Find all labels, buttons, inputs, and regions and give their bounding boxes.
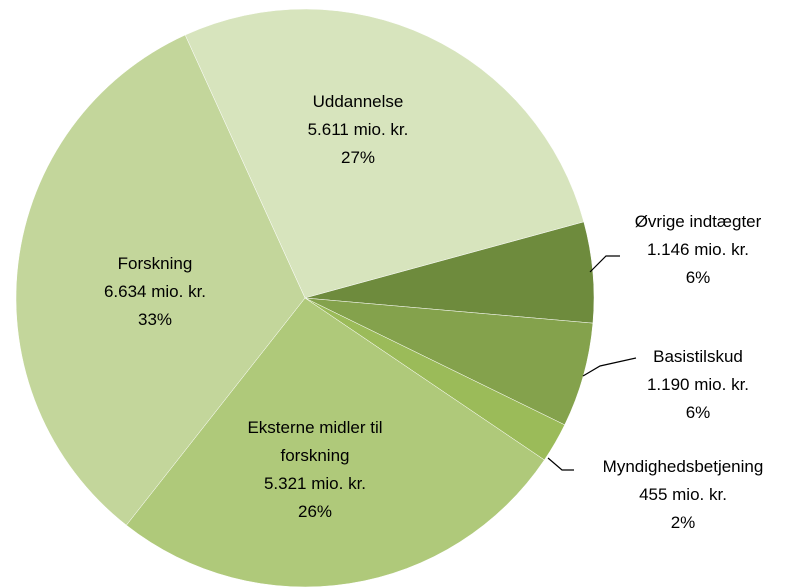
percentage-label: 33% <box>137 310 173 329</box>
percentage-label: 27% <box>340 148 376 167</box>
percentage-label: 2% <box>670 513 696 532</box>
value-label: 5.611 mio. kr. <box>307 120 409 139</box>
category-label: Basistilskud <box>653 347 743 366</box>
category-label: Forskning <box>117 254 193 273</box>
value-label: 1.190 mio. kr. <box>646 375 750 394</box>
value-label: 1.146 mio. kr. <box>646 240 750 259</box>
value-label: 5.321 mio. kr. <box>263 474 367 493</box>
percentage-label: 6% <box>685 403 711 422</box>
leader-line <box>589 255 620 273</box>
category-label: Myndighedsbetjening <box>602 457 764 476</box>
leader-line <box>582 357 637 377</box>
pie-slice <box>15 34 306 526</box>
slice-label: Eksterne midler til forskning 5.321 mio. … <box>225 414 405 526</box>
percentage-label: 26% <box>297 502 333 521</box>
value-label: 455 mio. kr. <box>639 485 727 504</box>
slice-label: Forskning 6.634 mio. kr. 33% <box>55 250 255 334</box>
slice-label: Øvrige indtægter 1.146 mio. kr. 6% <box>598 208 791 292</box>
slice-label: Basistilskud 1.190 mio. kr. 6% <box>598 343 791 427</box>
leader-line <box>547 457 574 471</box>
category-label: Øvrige indtægter <box>634 212 762 231</box>
slice-label: Myndighedsbetjening 455 mio. kr. 2% <box>573 453 791 537</box>
pie-slice <box>125 297 545 587</box>
value-label: 6.634 mio. kr. <box>103 282 207 301</box>
percentage-label: 6% <box>685 268 711 287</box>
slice-label: Uddannelse 5.611 mio. kr. 27% <box>258 88 458 172</box>
pie-slice <box>184 8 585 299</box>
category-label: Uddannelse <box>312 92 404 111</box>
category-label: Eksterne midler til forskning <box>247 418 383 465</box>
